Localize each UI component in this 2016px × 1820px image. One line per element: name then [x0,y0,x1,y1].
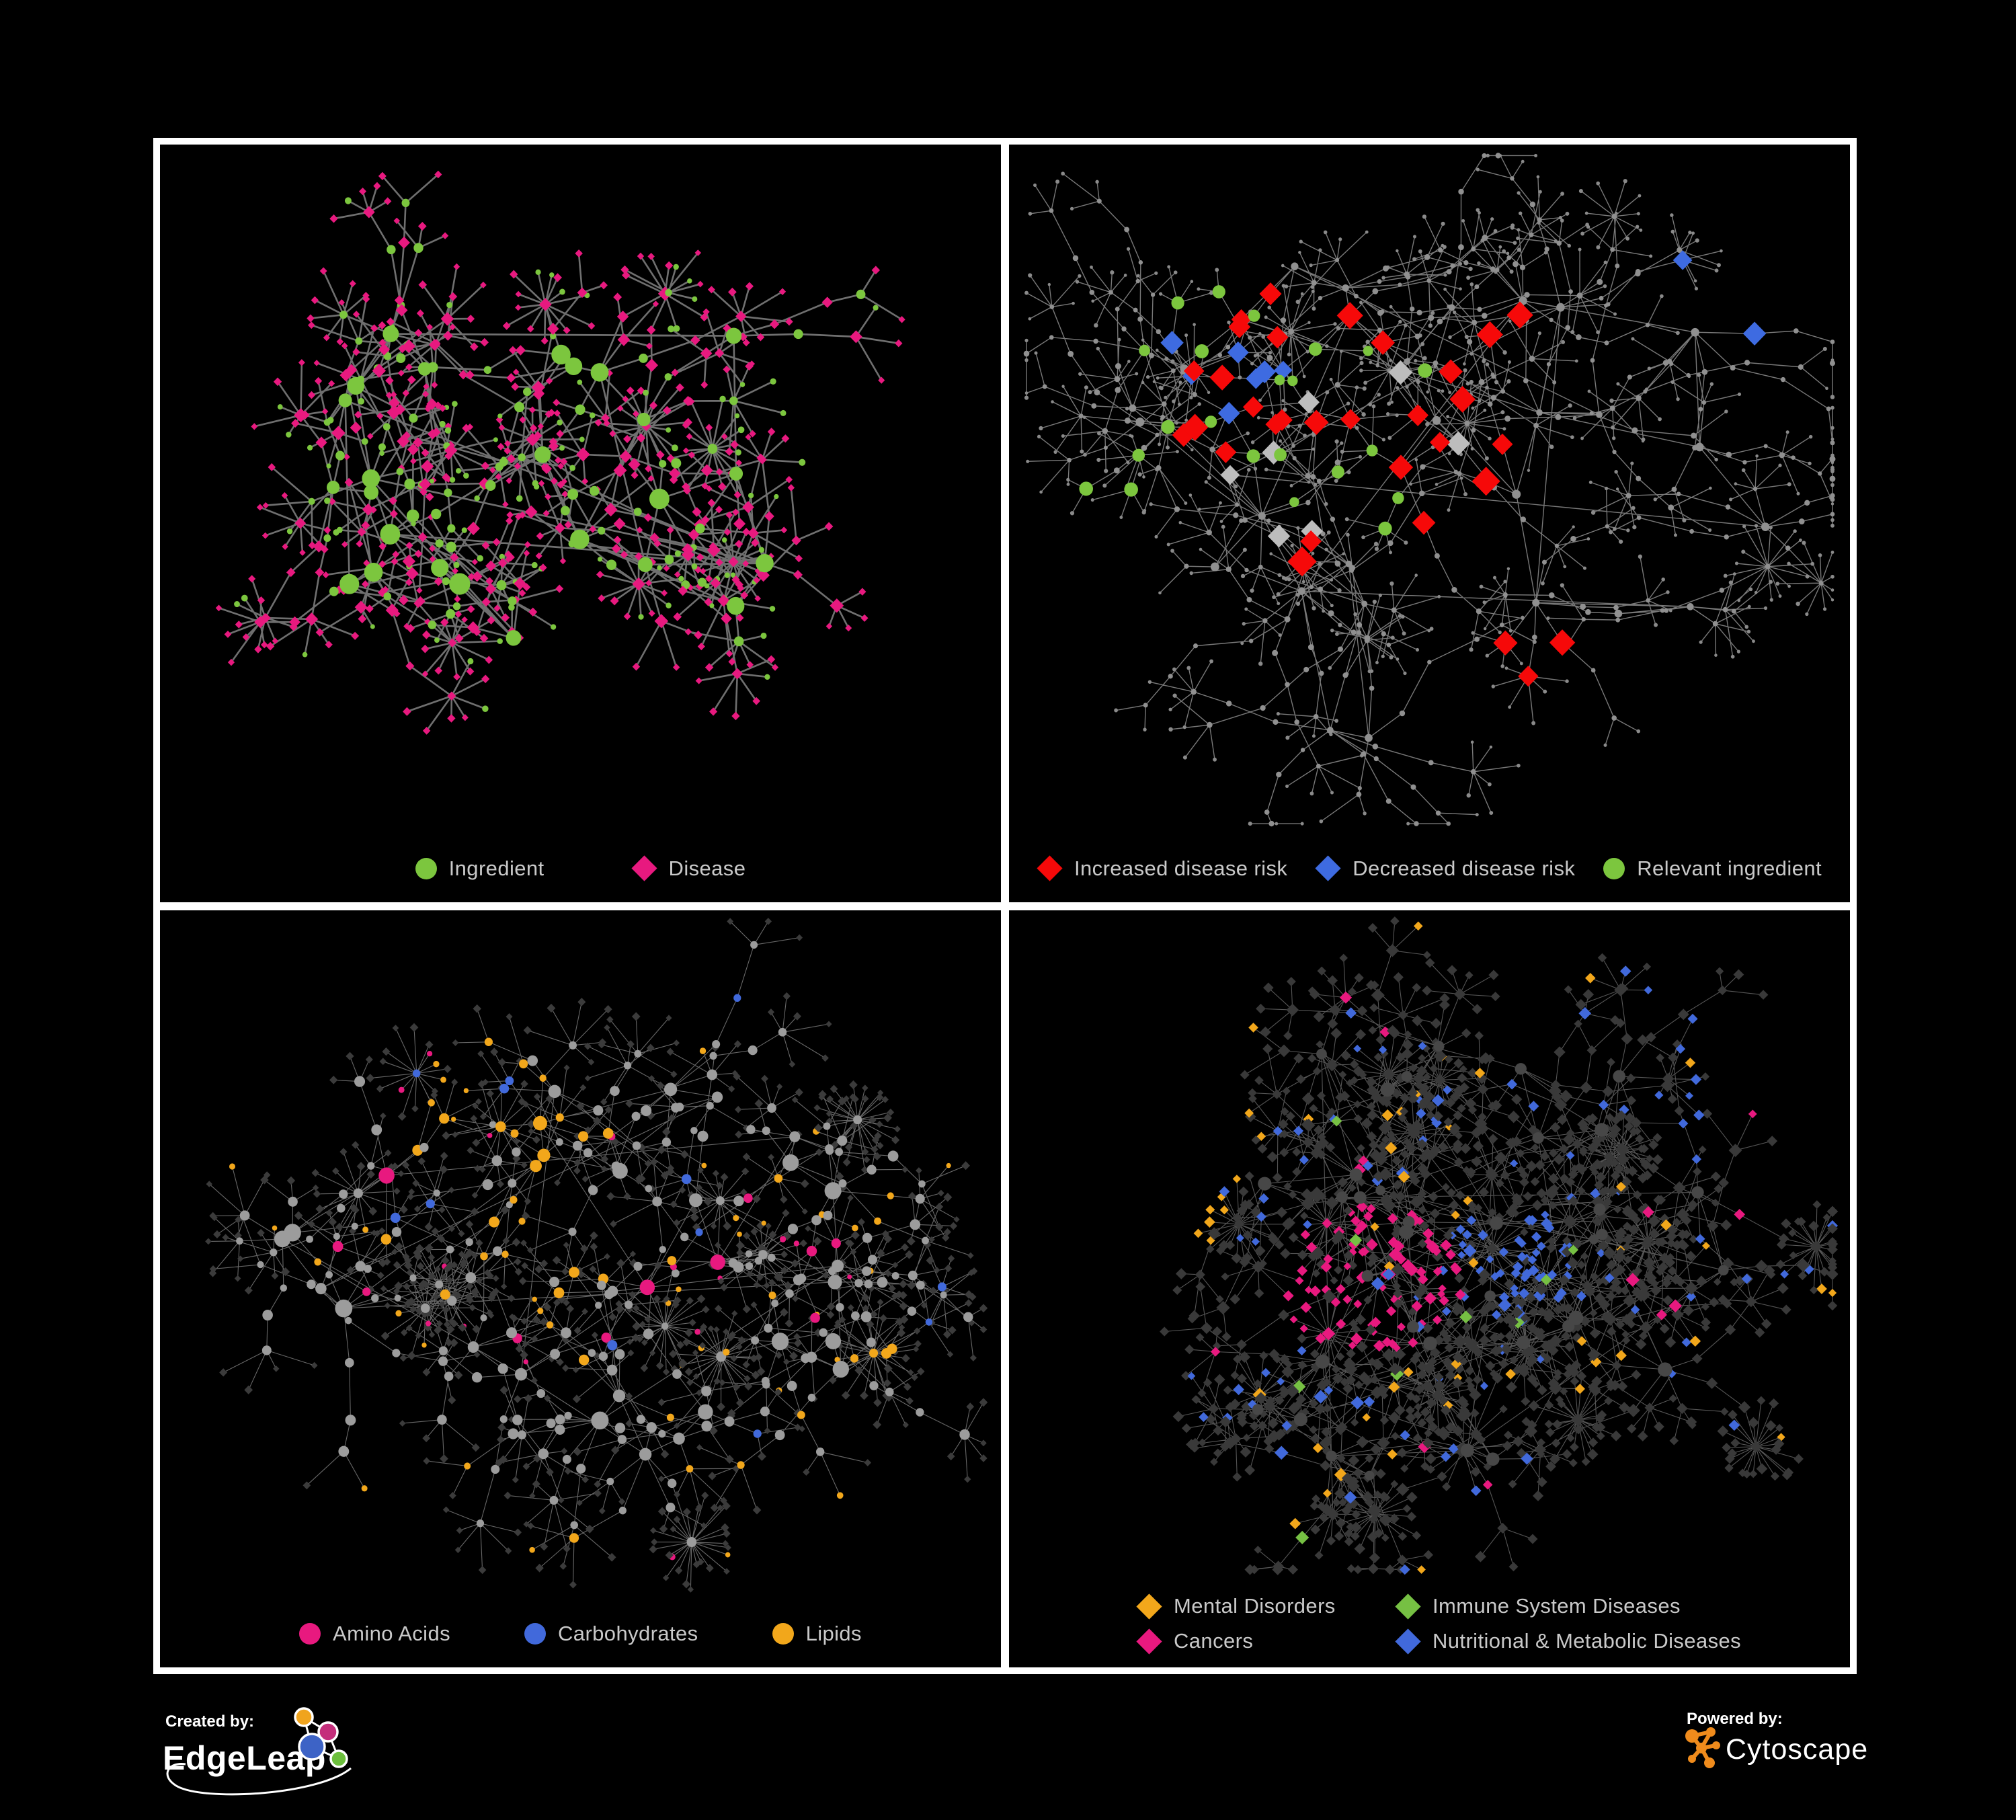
increased-risk-diamond-icon [1037,855,1063,881]
edgeleap-logo-icon [294,1707,348,1768]
relevant-ingredient-circle-icon [1603,857,1625,879]
cytoscape-brand: Powered by: Cytoscape [1677,1706,1892,1780]
mental-disorders-diamond-icon [1136,1593,1162,1620]
legend-item-amino-acids: Amino Acids [299,1622,450,1646]
panel-disease-categories: Mental Disorders Immune System Diseases … [1009,910,1850,1667]
network-ingredient-disease [215,170,905,735]
decreased-risk-diamond-icon [1315,855,1341,881]
legend-ingredient-disease: Ingredient Disease [160,835,1001,902]
carbohydrates-circle-icon [524,1623,547,1645]
legend-item-lipids: Lipids [772,1622,862,1646]
edgeleap-brand: Created by: EdgeLeap [155,1706,477,1820]
edgeleap-swoosh [166,1763,352,1796]
legend-label-increased-risk: Increased disease risk [1074,856,1288,880]
edgeleap-node-green [329,1749,348,1768]
legend-item-carbohydrates: Carbohydrates [524,1622,698,1646]
lipids-circle-icon [772,1623,794,1645]
nutritional-metabolic-diseases-diamond-icon [1395,1628,1421,1655]
panel-disease-risk: Increased disease risk Decreased disease… [1009,145,1850,902]
legend-item-nutritional-metabolic-diseases: Nutritional & Metabolic Diseases [1395,1628,1742,1655]
legend-disease-categories: Mental Disorders Immune System Diseases … [1009,1580,1850,1667]
legend-label-amino-acids: Amino Acids [333,1622,451,1645]
panel-macronutrients: Amino Acids Carbohydrates Lipids [160,910,1001,1667]
legend-macronutrients: Amino Acids Carbohydrates Lipids [160,1600,1001,1667]
legend-disease-risk: Increased disease risk Decreased disease… [1009,835,1850,902]
edgeleap-node-orange [294,1707,314,1727]
legend-item-ingredient: Ingredient [415,857,545,881]
legend-label-cancers: Cancers [1174,1629,1254,1653]
amino-acids-circle-icon [299,1623,321,1645]
ingredient-circle-icon [415,857,437,879]
cytoscape-logo-icon [1685,1727,1720,1768]
figure-grid: Ingredient Disease Increased disease ris… [153,138,1857,1674]
edgeleap-node-blue [298,1733,326,1761]
disease-diamond-icon [631,855,657,881]
legend-item-cancers: Cancers [1136,1628,1396,1655]
immune-system-diseases-diamond-icon [1395,1593,1421,1620]
legend-item-immune-system-diseases: Immune System Diseases [1395,1593,1741,1620]
cancers-diamond-icon [1136,1628,1162,1655]
legend-label-lipids: Lipids [805,1622,862,1645]
legend-item-disease: Disease [631,855,746,881]
legend-label-carbohydrates: Carbohydrates [558,1622,698,1645]
legend-label-disease: Disease [668,856,746,880]
created-by-label: Created by: [165,1712,254,1731]
cytoscape-logo-text: Cytoscape [1726,1733,1868,1766]
cytoscape-logo: Powered by: Cytoscape [1685,1710,1868,1768]
legend-item-decreased-risk: Decreased disease risk [1315,855,1576,881]
edgeleap-logo: Created by: EdgeLeap [163,1707,352,1796]
network-macronutrients [205,917,988,1593]
legend-label-ingredient: Ingredient [448,856,545,880]
legend-label-mental-disorders: Mental Disorders [1174,1594,1336,1618]
network-disease-categories [1160,916,1839,1575]
legend-item-relevant-ingredient: Relevant ingredient [1603,857,1822,881]
powered-by-label: Powered by: [1687,1710,1783,1728]
legend-item-increased-risk: Increased disease risk [1037,855,1288,881]
legend-label-decreased-risk: Decreased disease risk [1353,856,1576,880]
legend-label-immune-system-diseases: Immune System Diseases [1433,1594,1681,1618]
legend-label-nutritional-metabolic-diseases: Nutritional & Metabolic Diseases [1433,1629,1742,1653]
legend-label-relevant-ingredient: Relevant ingredient [1637,856,1822,880]
edgeleap-node-magenta [317,1721,339,1743]
panel-ingredient-disease: Ingredient Disease [160,145,1001,902]
network-disease-risk [1023,153,1836,827]
legend-item-mental-disorders: Mental Disorders [1136,1593,1396,1620]
